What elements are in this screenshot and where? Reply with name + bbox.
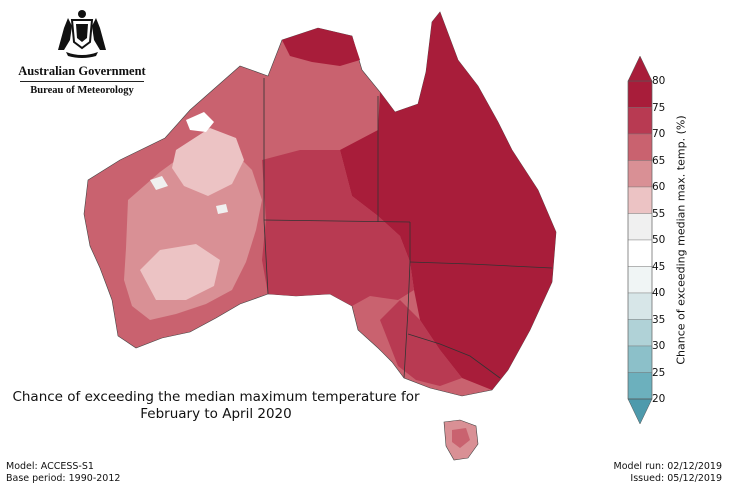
legend-top-arrow — [627, 55, 653, 82]
sa-east-border — [403, 222, 411, 379]
legend-tick-label: 45 — [652, 260, 666, 273]
east-very-high-region — [340, 12, 556, 390]
map-title-line1: Chance of exceeding the median maximum t… — [12, 389, 420, 405]
legend-swatch — [627, 319, 653, 347]
legend-swatch — [627, 372, 653, 400]
nsw-vic-border — [407, 333, 501, 379]
model-run-date: Model run: 02/12/2019 — [613, 461, 722, 472]
legend-tick-label: 25 — [652, 366, 666, 379]
qld-nsw-border — [409, 261, 553, 269]
legend-tick-label: 75 — [652, 101, 666, 114]
coat-of-arms-icon — [58, 10, 106, 58]
model-name: Model: ACCESS-S1 — [6, 461, 94, 472]
legend-tick-label: 65 — [652, 154, 666, 167]
legend-tick-label: 50 — [652, 234, 666, 246]
legend-tick-label: 55 — [652, 207, 666, 220]
legend-swatch — [627, 107, 653, 135]
logo-divider — [20, 81, 144, 82]
map-title: Chance of exceeding the median maximum t… — [4, 389, 428, 423]
legend-tick-label: 35 — [652, 313, 666, 326]
north-west-near-neutral-region — [172, 128, 244, 196]
legend-label: Chance of exceeding median max. temp. (%… — [674, 115, 688, 365]
central-high-region — [262, 150, 414, 306]
legend-swatch — [627, 239, 653, 267]
bureau-name: Bureau of Meteorology — [30, 85, 134, 96]
map-title-line2: February to April 2020 — [140, 406, 292, 422]
legend-swatch — [627, 266, 653, 294]
tasmania-moderate-patch — [452, 428, 470, 448]
legend-tick-label: 80 — [652, 75, 666, 87]
legend-frame — [627, 80, 653, 400]
legend-swatch — [627, 345, 653, 373]
legend-swatch — [627, 160, 653, 188]
inland-neutral-patch — [216, 204, 228, 214]
legend-tick-label: 70 — [652, 128, 666, 140]
legend-swatch — [627, 80, 653, 108]
legend-tick-label: 20 — [652, 393, 666, 405]
west-near-neutral-region — [140, 244, 220, 300]
nt-sa-border — [263, 219, 411, 223]
legend-swatch — [627, 213, 653, 241]
footer-right: Model run: 02/12/2019 Issued: 05/12/2019 — [614, 461, 722, 485]
south-east-high-region — [380, 300, 462, 386]
government-name: Australian Government — [18, 64, 146, 78]
legend-swatch — [627, 133, 653, 161]
legend-swatch — [627, 292, 653, 320]
state-borders — [263, 78, 553, 379]
north-very-high-region — [282, 28, 360, 66]
legend-bottom-arrow — [627, 398, 653, 425]
footer-left: Model: ACCESS-S1 Base period: 1990-2012 — [6, 461, 120, 485]
kimberley-neutral-patch — [186, 112, 214, 132]
issued-date: Issued: 05/12/2019 — [630, 473, 722, 484]
bom-logo: Australian Government Bureau of Meteorol… — [18, 6, 146, 98]
legend-tick-label: 40 — [652, 287, 666, 299]
pilbara-neutral-patch — [150, 176, 168, 190]
base-period: Base period: 1990-2012 — [6, 473, 121, 484]
legend-tick-label: 30 — [652, 340, 666, 352]
legend-swatch — [627, 186, 653, 214]
legend-tick-label: 60 — [652, 181, 666, 193]
